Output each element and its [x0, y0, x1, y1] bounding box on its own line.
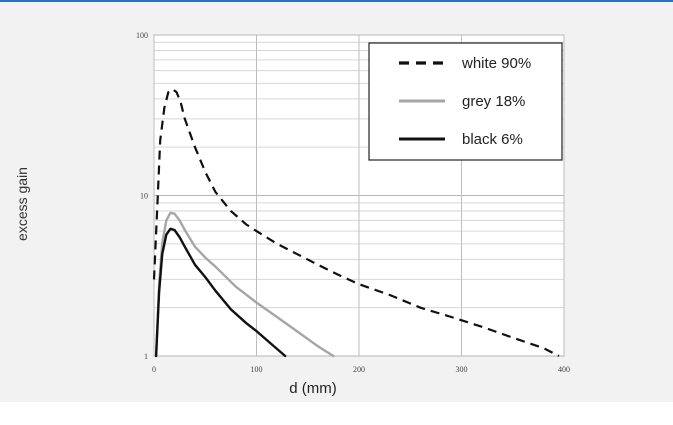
x-axis-label: d (mm)	[289, 380, 337, 397]
series-line-grey	[154, 211, 335, 358]
y-tick-label: 1	[144, 352, 148, 361]
x-tick-label: 300	[456, 365, 468, 374]
series-line-black	[154, 227, 287, 358]
x-tick-label: 100	[251, 365, 263, 374]
series-line-white	[152, 87, 560, 357]
legend: white 90% grey 18% black 6%	[368, 42, 563, 161]
bottom-band	[0, 402, 673, 425]
y-axis-label: excess gain	[14, 167, 30, 241]
series-lines	[152, 87, 560, 358]
x-tick-label: 400	[558, 365, 570, 374]
grid	[153, 34, 565, 357]
y-tick-label: 10	[140, 192, 148, 201]
legend-label: grey 18%	[462, 93, 525, 110]
y-tick-label: 100	[136, 31, 148, 40]
x-tick-label: 200	[353, 365, 365, 374]
top-accent-rule	[0, 0, 673, 2]
legend-label: black 6%	[462, 131, 523, 148]
tick-labels: 0 100 200 300 400 1 10 100	[136, 31, 570, 374]
x-tick-label: 0	[152, 365, 156, 374]
legend-label: white 90%	[461, 55, 531, 72]
